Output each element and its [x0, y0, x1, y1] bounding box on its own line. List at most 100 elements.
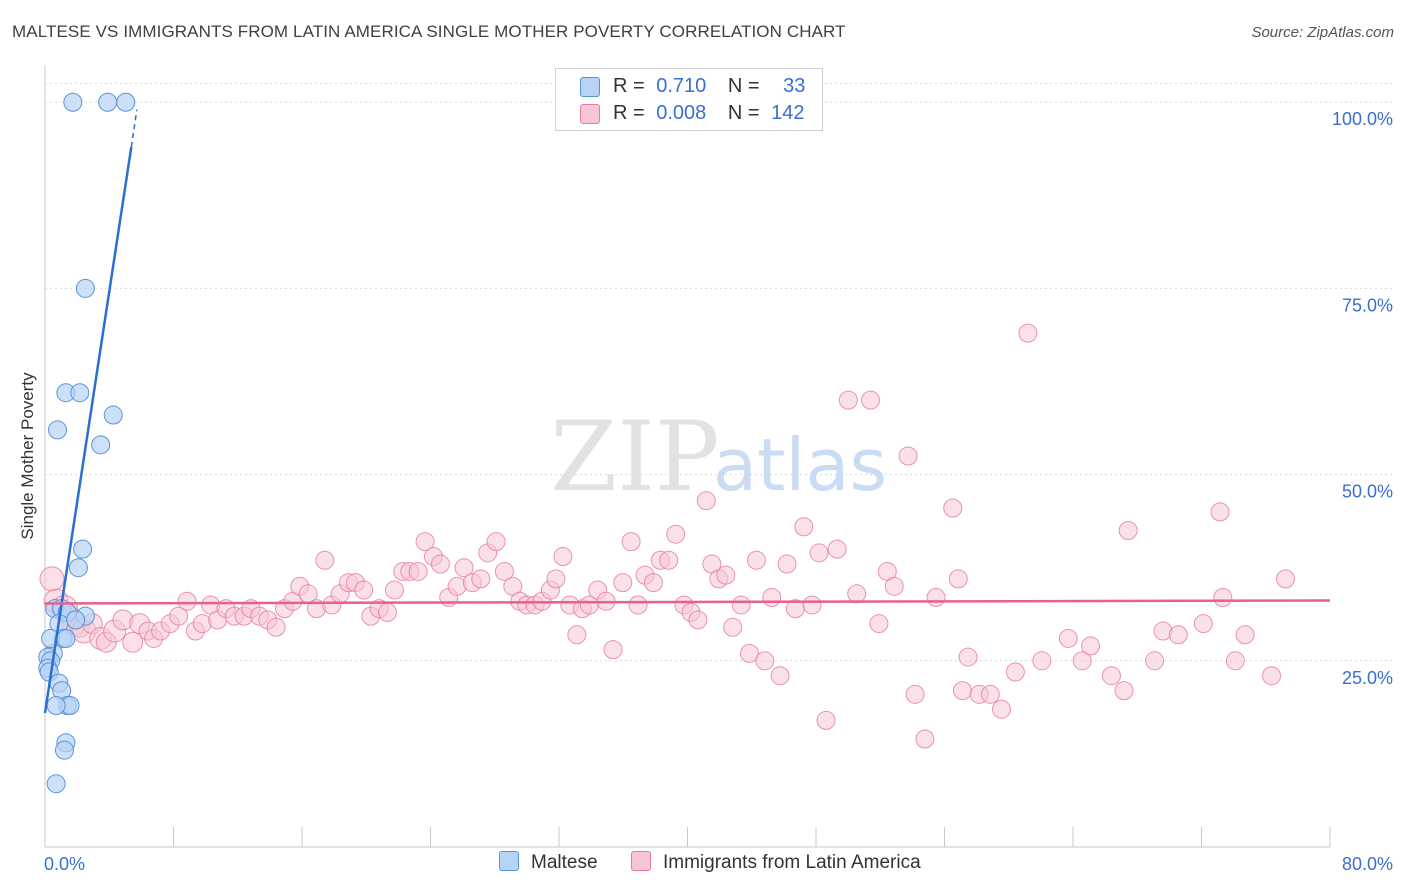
point-latin-america	[770, 666, 790, 686]
point-latin-america	[621, 532, 641, 552]
point-latin-america	[1210, 502, 1230, 522]
point-latin-america	[486, 532, 506, 552]
point-maltese	[56, 628, 76, 648]
bottom-legend-swatch-blue	[499, 851, 519, 871]
point-latin-america	[731, 595, 751, 615]
point-latin-america	[762, 588, 782, 608]
point-latin-america	[415, 532, 435, 552]
point-latin-america	[643, 573, 663, 593]
point-maltese	[75, 278, 95, 298]
trend-line-maltese	[43, 146, 133, 714]
point-latin-america	[1262, 666, 1282, 686]
point-latin-america	[716, 565, 736, 585]
point-latin-america	[991, 699, 1011, 719]
tick-labels: 25.0% 50.0% 75.0% 100.0% 0.0% 80.0%	[44, 109, 1393, 874]
stats-legend: R = 0.710 N = 33 R = 0.008 N = 142	[555, 68, 823, 131]
point-maltese	[68, 558, 88, 578]
y-tick-label: 50.0%	[1342, 482, 1393, 502]
point-latin-america	[884, 576, 904, 596]
point-latin-america	[777, 554, 797, 574]
point-latin-america	[546, 569, 566, 589]
point-latin-america	[794, 517, 814, 537]
legend-swatch-blue	[580, 77, 600, 97]
point-maltese	[73, 539, 93, 559]
point-latin-america	[122, 631, 144, 653]
legend-r-label: R =	[613, 75, 645, 97]
y-axis-label: Single Mother Poverty	[18, 372, 37, 540]
point-latin-america	[666, 524, 686, 544]
source-note: Source: ZipAtlas.com	[1251, 24, 1394, 41]
point-latin-america	[898, 446, 918, 466]
point-maltese	[48, 420, 68, 440]
point-maltese	[63, 92, 83, 112]
point-latin-america	[354, 580, 374, 600]
watermark-atlas: atlas	[713, 423, 887, 507]
point-latin-america	[943, 498, 963, 518]
point-latin-america	[471, 569, 491, 589]
legend-n-label: N =	[727, 75, 760, 97]
point-latin-america	[567, 625, 587, 645]
point-latin-america	[613, 573, 633, 593]
series-latin-america-points	[39, 323, 1295, 749]
point-latin-america	[809, 543, 829, 563]
chart-title: MALTESE VS IMMIGRANTS FROM LATIN AMERICA…	[12, 22, 846, 41]
point-maltese	[103, 405, 123, 425]
point-maltese	[54, 740, 74, 760]
bottom-legend-label: Maltese	[531, 852, 598, 873]
trend-line-latin-america	[44, 599, 1331, 605]
point-latin-america	[905, 684, 925, 704]
point-latin-america	[315, 550, 335, 570]
point-latin-america	[980, 684, 1000, 704]
point-latin-america	[1168, 625, 1188, 645]
point-latin-america	[494, 561, 514, 581]
point-latin-america	[169, 606, 189, 626]
point-latin-america	[384, 580, 404, 600]
legend-swatch-pink	[580, 104, 600, 124]
point-latin-america	[861, 390, 881, 410]
point-latin-america	[1225, 651, 1245, 671]
point-latin-america	[827, 539, 847, 559]
point-latin-america	[948, 569, 968, 589]
point-latin-america	[603, 640, 623, 660]
y-tick-label: 25.0%	[1342, 668, 1393, 688]
point-latin-america	[1018, 323, 1038, 343]
point-latin-america	[739, 643, 759, 663]
y-tick-label: 100.0%	[1332, 109, 1393, 129]
legend-r-label: R =	[613, 102, 645, 124]
point-latin-america	[39, 566, 65, 592]
trend-lines	[43, 109, 1331, 714]
point-latin-america	[926, 588, 946, 608]
point-latin-america	[1118, 520, 1138, 540]
x-tick-label: 80.0%	[1342, 854, 1393, 874]
point-latin-america	[869, 614, 889, 634]
point-latin-america	[958, 647, 978, 667]
y-tick-label: 75.0%	[1342, 295, 1393, 315]
point-latin-america	[847, 584, 867, 604]
point-latin-america	[1101, 666, 1121, 686]
bottom-legend-swatch-pink	[631, 851, 651, 871]
bottom-legend-maltese: Maltese	[499, 851, 598, 874]
point-latin-america	[802, 595, 822, 615]
point-latin-america	[816, 710, 836, 730]
legend-r-value: 0.710	[656, 75, 707, 97]
point-maltese	[66, 610, 86, 630]
point-latin-america	[755, 651, 775, 671]
point-latin-america	[1114, 681, 1134, 701]
legend-n-value: 142	[771, 102, 805, 124]
point-latin-america	[408, 561, 428, 581]
point-latin-america	[1032, 651, 1052, 671]
point-latin-america	[1072, 651, 1092, 671]
bottom-legend-latin-america: Immigrants from Latin America	[631, 851, 921, 874]
point-maltese	[116, 92, 136, 112]
point-latin-america	[266, 617, 286, 637]
point-latin-america	[553, 547, 573, 567]
point-latin-america	[1235, 625, 1255, 645]
point-latin-america	[1058, 628, 1078, 648]
point-latin-america	[688, 610, 708, 630]
point-latin-america	[628, 595, 648, 615]
legend-n-label: N =	[727, 102, 760, 124]
point-latin-america	[1145, 651, 1165, 671]
point-latin-america	[1081, 636, 1101, 656]
point-latin-america	[915, 729, 935, 749]
